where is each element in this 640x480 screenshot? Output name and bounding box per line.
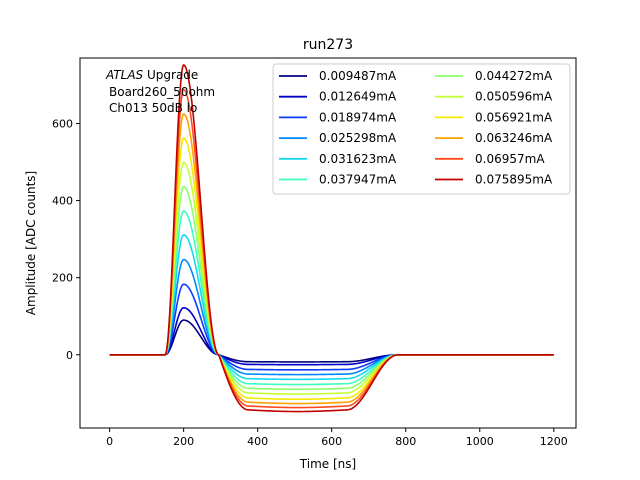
x-tick-label: 200 [173,435,194,448]
annotation-upgrade: Upgrade [143,68,198,82]
legend-label: 0.018974mA [319,110,397,124]
legend-label: 0.063246mA [475,131,553,145]
annotation-atlas: ATLAS [105,68,144,82]
legend-items: 0.009487mA 0.012649mA 0.018974mA 0.025298mA… [279,69,553,187]
legend-label: 0.025298mA [319,131,397,145]
legend-label: 0.050596mA [475,90,553,104]
atlas-annotation: ATLAS Upgrade Board260_50ohm Ch013 50dB … [105,68,215,115]
x-tick-label: 1000 [466,435,494,448]
annotation-line-1: ATLAS Upgrade [105,68,198,82]
legend-frame [272,63,571,195]
legend-label: 0.012649mA [319,90,397,104]
x-tick-label: 600 [321,435,342,448]
y-tick-label: 400 [52,195,73,208]
x-tick-label: 400 [247,435,268,448]
annotation-line-3: Ch013 50dB lo [109,101,197,115]
y-tick-label: 600 [52,118,73,131]
x-axis-label: Time [ns] [299,457,356,471]
legend-label: 0.056921mA [475,110,553,124]
series-line [109,63,554,413]
legend-label: 0.075895mA [475,173,553,187]
annotation-line-2: Board260_50ohm [109,85,215,99]
legend-label: 0.037947mA [319,173,397,187]
legend-label: 0.031623mA [319,152,397,166]
x-tick-label: 1200 [540,435,568,448]
series-layer [109,63,554,413]
x-tick-label: 0 [106,435,113,448]
legend-label: 0.06957mA [475,152,545,166]
legend-label: 0.044272mA [475,69,553,83]
y-tick-label: 0 [66,349,73,362]
series-line [109,306,554,366]
legend: 0.009487mA 0.012649mA 0.018974mA 0.025298mA… [272,63,571,195]
x-tick-label: 800 [395,435,416,448]
axes-frame [79,57,577,429]
x-ticks: 0 200 400 600 800 1000 1200 [106,428,568,448]
y-tick-label: 200 [52,272,73,285]
y-axis-label: Amplitude [ADC counts] [24,171,38,315]
legend-label: 0.009487mA [319,69,397,83]
y-ticks: 0 200 400 600 [52,118,80,362]
chart-title: run273 [303,37,353,53]
